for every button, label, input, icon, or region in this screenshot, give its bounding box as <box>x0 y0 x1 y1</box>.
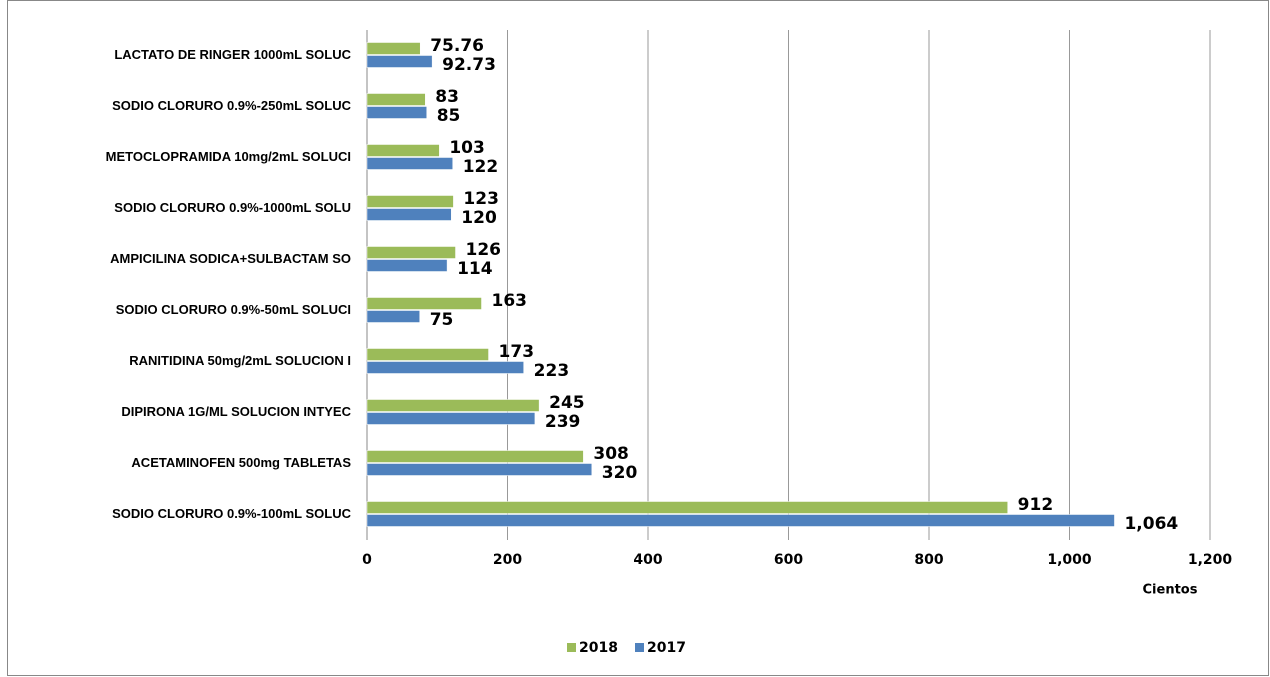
bar <box>366 361 524 374</box>
chart-frame <box>7 0 1269 676</box>
y-tick-label: SODIO CLORURO 0.9%-100mL SOLUC <box>112 506 351 521</box>
data-label: 245 <box>549 393 585 413</box>
bar <box>366 208 452 221</box>
bar <box>366 514 1115 527</box>
x-tick-label: 0 <box>362 552 372 568</box>
legend-swatch <box>635 643 644 652</box>
bar <box>366 463 593 476</box>
y-tick-label: AMPICILINA SODICA+SULBACTAM SO <box>110 251 351 266</box>
bar <box>366 501 1008 514</box>
data-label: 1,064 <box>1124 514 1178 534</box>
data-label: 912 <box>1018 495 1053 515</box>
y-tick-label: SODIO CLORURO 0.9%-250mL SOLUC <box>112 98 351 113</box>
bar <box>366 55 433 68</box>
x-tick-label: 800 <box>914 552 943 568</box>
data-label: 308 <box>593 444 629 464</box>
data-label: 122 <box>463 157 499 177</box>
y-tick-label: ACETAMINOFEN 500mg TABLETAS <box>131 455 351 470</box>
y-tick-label: METOCLOPRAMIDA 10mg/2mL SOLUCI <box>106 149 351 164</box>
bar <box>366 157 453 170</box>
x-tick-label: 200 <box>493 552 522 568</box>
data-label: 239 <box>545 412 581 432</box>
legend-swatch <box>567 643 576 652</box>
bar <box>366 93 426 106</box>
data-label: 163 <box>492 291 528 311</box>
x-axis-label: Cientos <box>1143 583 1198 598</box>
data-label: 75.76 <box>430 36 484 56</box>
legend-label: 2018 <box>579 640 618 656</box>
bar <box>366 297 482 310</box>
data-label: 120 <box>461 208 497 228</box>
bar <box>366 42 421 55</box>
legend-label: 2017 <box>647 640 686 656</box>
data-label: 126 <box>466 240 502 260</box>
x-tick-label: 600 <box>774 552 803 568</box>
bar <box>366 310 420 323</box>
x-tick-label: 1,200 <box>1188 552 1233 568</box>
bar <box>366 195 454 208</box>
y-tick-label: DIPIRONA 1G/ML SOLUCION INTYEC <box>121 404 351 419</box>
data-label: 320 <box>602 463 638 483</box>
y-tick-label: RANITIDINA 50mg/2mL SOLUCION I <box>129 353 351 368</box>
data-label: 103 <box>449 138 485 158</box>
data-label: 83 <box>435 87 459 107</box>
data-label: 223 <box>534 361 570 381</box>
data-label: 85 <box>437 106 461 126</box>
bar <box>366 450 584 463</box>
data-label: 75 <box>430 310 454 330</box>
bar <box>366 246 456 259</box>
data-label: 173 <box>499 342 534 362</box>
bar <box>366 399 540 412</box>
bar <box>366 259 448 272</box>
x-tick-label: 400 <box>633 552 662 568</box>
bar <box>366 106 427 119</box>
bar <box>366 348 489 361</box>
y-tick-label: SODIO CLORURO 0.9%-1000mL SOLU <box>114 200 351 215</box>
data-label: 92.73 <box>442 55 496 75</box>
y-tick-label: SODIO CLORURO 0.9%-50mL SOLUCI <box>116 302 351 317</box>
bar <box>366 144 440 157</box>
data-label: 123 <box>463 189 499 209</box>
bar <box>366 412 536 425</box>
data-label: 114 <box>457 259 493 279</box>
x-tick-label: 1,000 <box>1047 552 1092 568</box>
y-tick-label: LACTATO DE RINGER 1000mL SOLUC <box>114 47 351 62</box>
